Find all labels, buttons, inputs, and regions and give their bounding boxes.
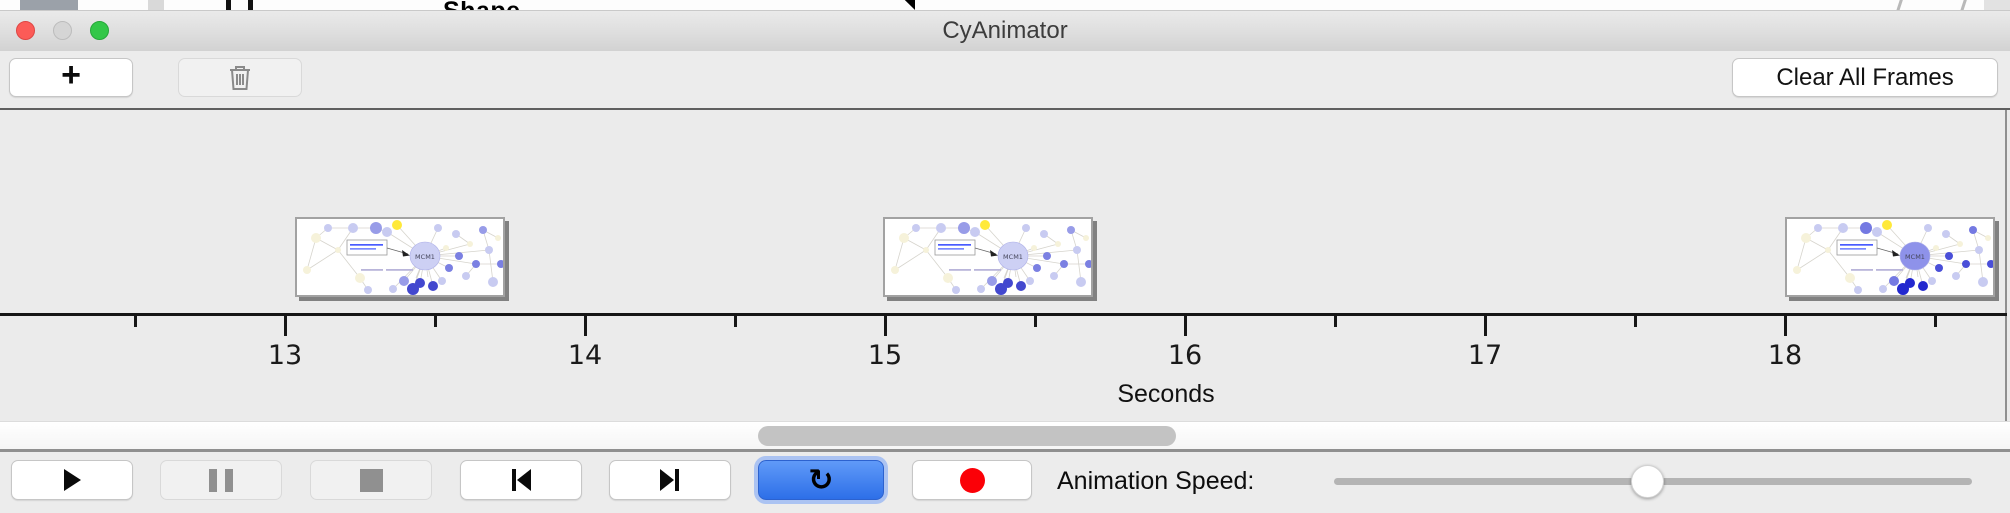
record-icon xyxy=(959,467,985,493)
minimize-window-button[interactable] xyxy=(53,21,72,40)
frame-thumbnail[interactable]: MCM1 xyxy=(295,217,505,297)
stop-button[interactable] xyxy=(310,460,432,500)
background-fragment xyxy=(148,0,164,10)
record-button[interactable] xyxy=(912,460,1032,500)
svg-text:MCM1: MCM1 xyxy=(1003,253,1023,261)
animation-speed-label: Animation Speed: xyxy=(1057,467,1255,495)
background-fragment xyxy=(904,0,915,10)
skip-to-start-icon xyxy=(512,469,531,491)
panel-border xyxy=(2005,110,2007,449)
animation-speed-slider[interactable] xyxy=(1334,452,1972,513)
play-button[interactable] xyxy=(11,460,133,500)
plus-icon: + xyxy=(61,56,81,94)
ruler-tick-major xyxy=(884,316,887,336)
background-fragment xyxy=(226,0,231,10)
ruler-tick-label: 16 xyxy=(1167,340,1203,371)
ruler-tick-label: 13 xyxy=(267,340,303,371)
ruler-tick-minor xyxy=(1634,316,1637,327)
ruler-tick-label: 17 xyxy=(1467,340,1503,371)
svg-text:MCM1: MCM1 xyxy=(415,253,435,261)
loop-button[interactable]: ↻ xyxy=(758,460,884,500)
timeline-scrollbar[interactable] xyxy=(0,421,2010,449)
frames-toolbar: + Clear All Frames xyxy=(0,51,2010,108)
ruler-tick-major xyxy=(584,316,587,336)
ruler-tick-minor xyxy=(434,316,437,327)
frame-thumbnail[interactable]: MCM1 xyxy=(883,217,1093,297)
trash-icon xyxy=(230,65,250,90)
skip-to-end-button[interactable] xyxy=(609,460,731,500)
ruler-tick-minor xyxy=(1334,316,1337,327)
background-clipped-label: Shape xyxy=(443,0,521,10)
window-titlebar[interactable]: CyAnimator xyxy=(0,10,2010,52)
ruler-tick-label: 14 xyxy=(567,340,603,371)
ruler-tick-minor xyxy=(734,316,737,327)
close-window-button[interactable] xyxy=(16,21,35,40)
background-window-strip: Shape xyxy=(0,0,2010,10)
ruler-tick-minor xyxy=(1934,316,1937,327)
background-fragment xyxy=(1895,0,1904,10)
ruler-tick-label: 18 xyxy=(1767,340,1803,371)
play-icon xyxy=(64,469,81,491)
delete-frame-button[interactable] xyxy=(178,58,302,97)
zoom-window-button[interactable] xyxy=(90,21,109,40)
ruler-tick-major xyxy=(1784,316,1787,336)
window-title: CyAnimator xyxy=(942,17,1068,44)
pause-icon xyxy=(209,468,233,492)
background-fragment xyxy=(248,0,253,10)
background-fragment xyxy=(1959,0,1968,10)
svg-text:MCM1: MCM1 xyxy=(1905,253,1925,261)
ruler-tick-major xyxy=(284,316,287,336)
ruler-tick-minor xyxy=(134,316,137,327)
background-fragment xyxy=(20,0,78,10)
ruler-tick-major xyxy=(1184,316,1187,336)
loop-icon: ↻ xyxy=(808,462,834,498)
background-fragment xyxy=(1984,0,2010,10)
frame-thumbnail[interactable]: MCM1 xyxy=(1785,217,1995,297)
pause-button[interactable] xyxy=(160,460,282,500)
ruler-tick-label: 12 xyxy=(0,340,2,371)
ruler-tick-minor xyxy=(1034,316,1037,327)
scrollbar-thumb[interactable] xyxy=(758,426,1176,446)
slider-thumb[interactable] xyxy=(1630,465,1664,498)
ruler-tick-label: 15 xyxy=(867,340,903,371)
clear-all-frames-button[interactable]: Clear All Frames xyxy=(1732,58,1998,97)
stop-icon xyxy=(359,468,383,492)
clear-all-frames-label: Clear All Frames xyxy=(1776,63,1954,91)
playback-controls-bar: ↻ Animation Speed: xyxy=(0,449,2010,510)
add-frame-button[interactable]: + xyxy=(9,56,133,97)
ruler-tick-major xyxy=(1484,316,1487,336)
timeline-axis xyxy=(0,313,2007,316)
axis-unit-label: Seconds xyxy=(1117,380,1215,408)
skip-to-end-icon xyxy=(660,469,679,491)
skip-to-start-button[interactable] xyxy=(460,460,582,500)
timeline-panel[interactable]: MCM1 xyxy=(0,108,2010,449)
